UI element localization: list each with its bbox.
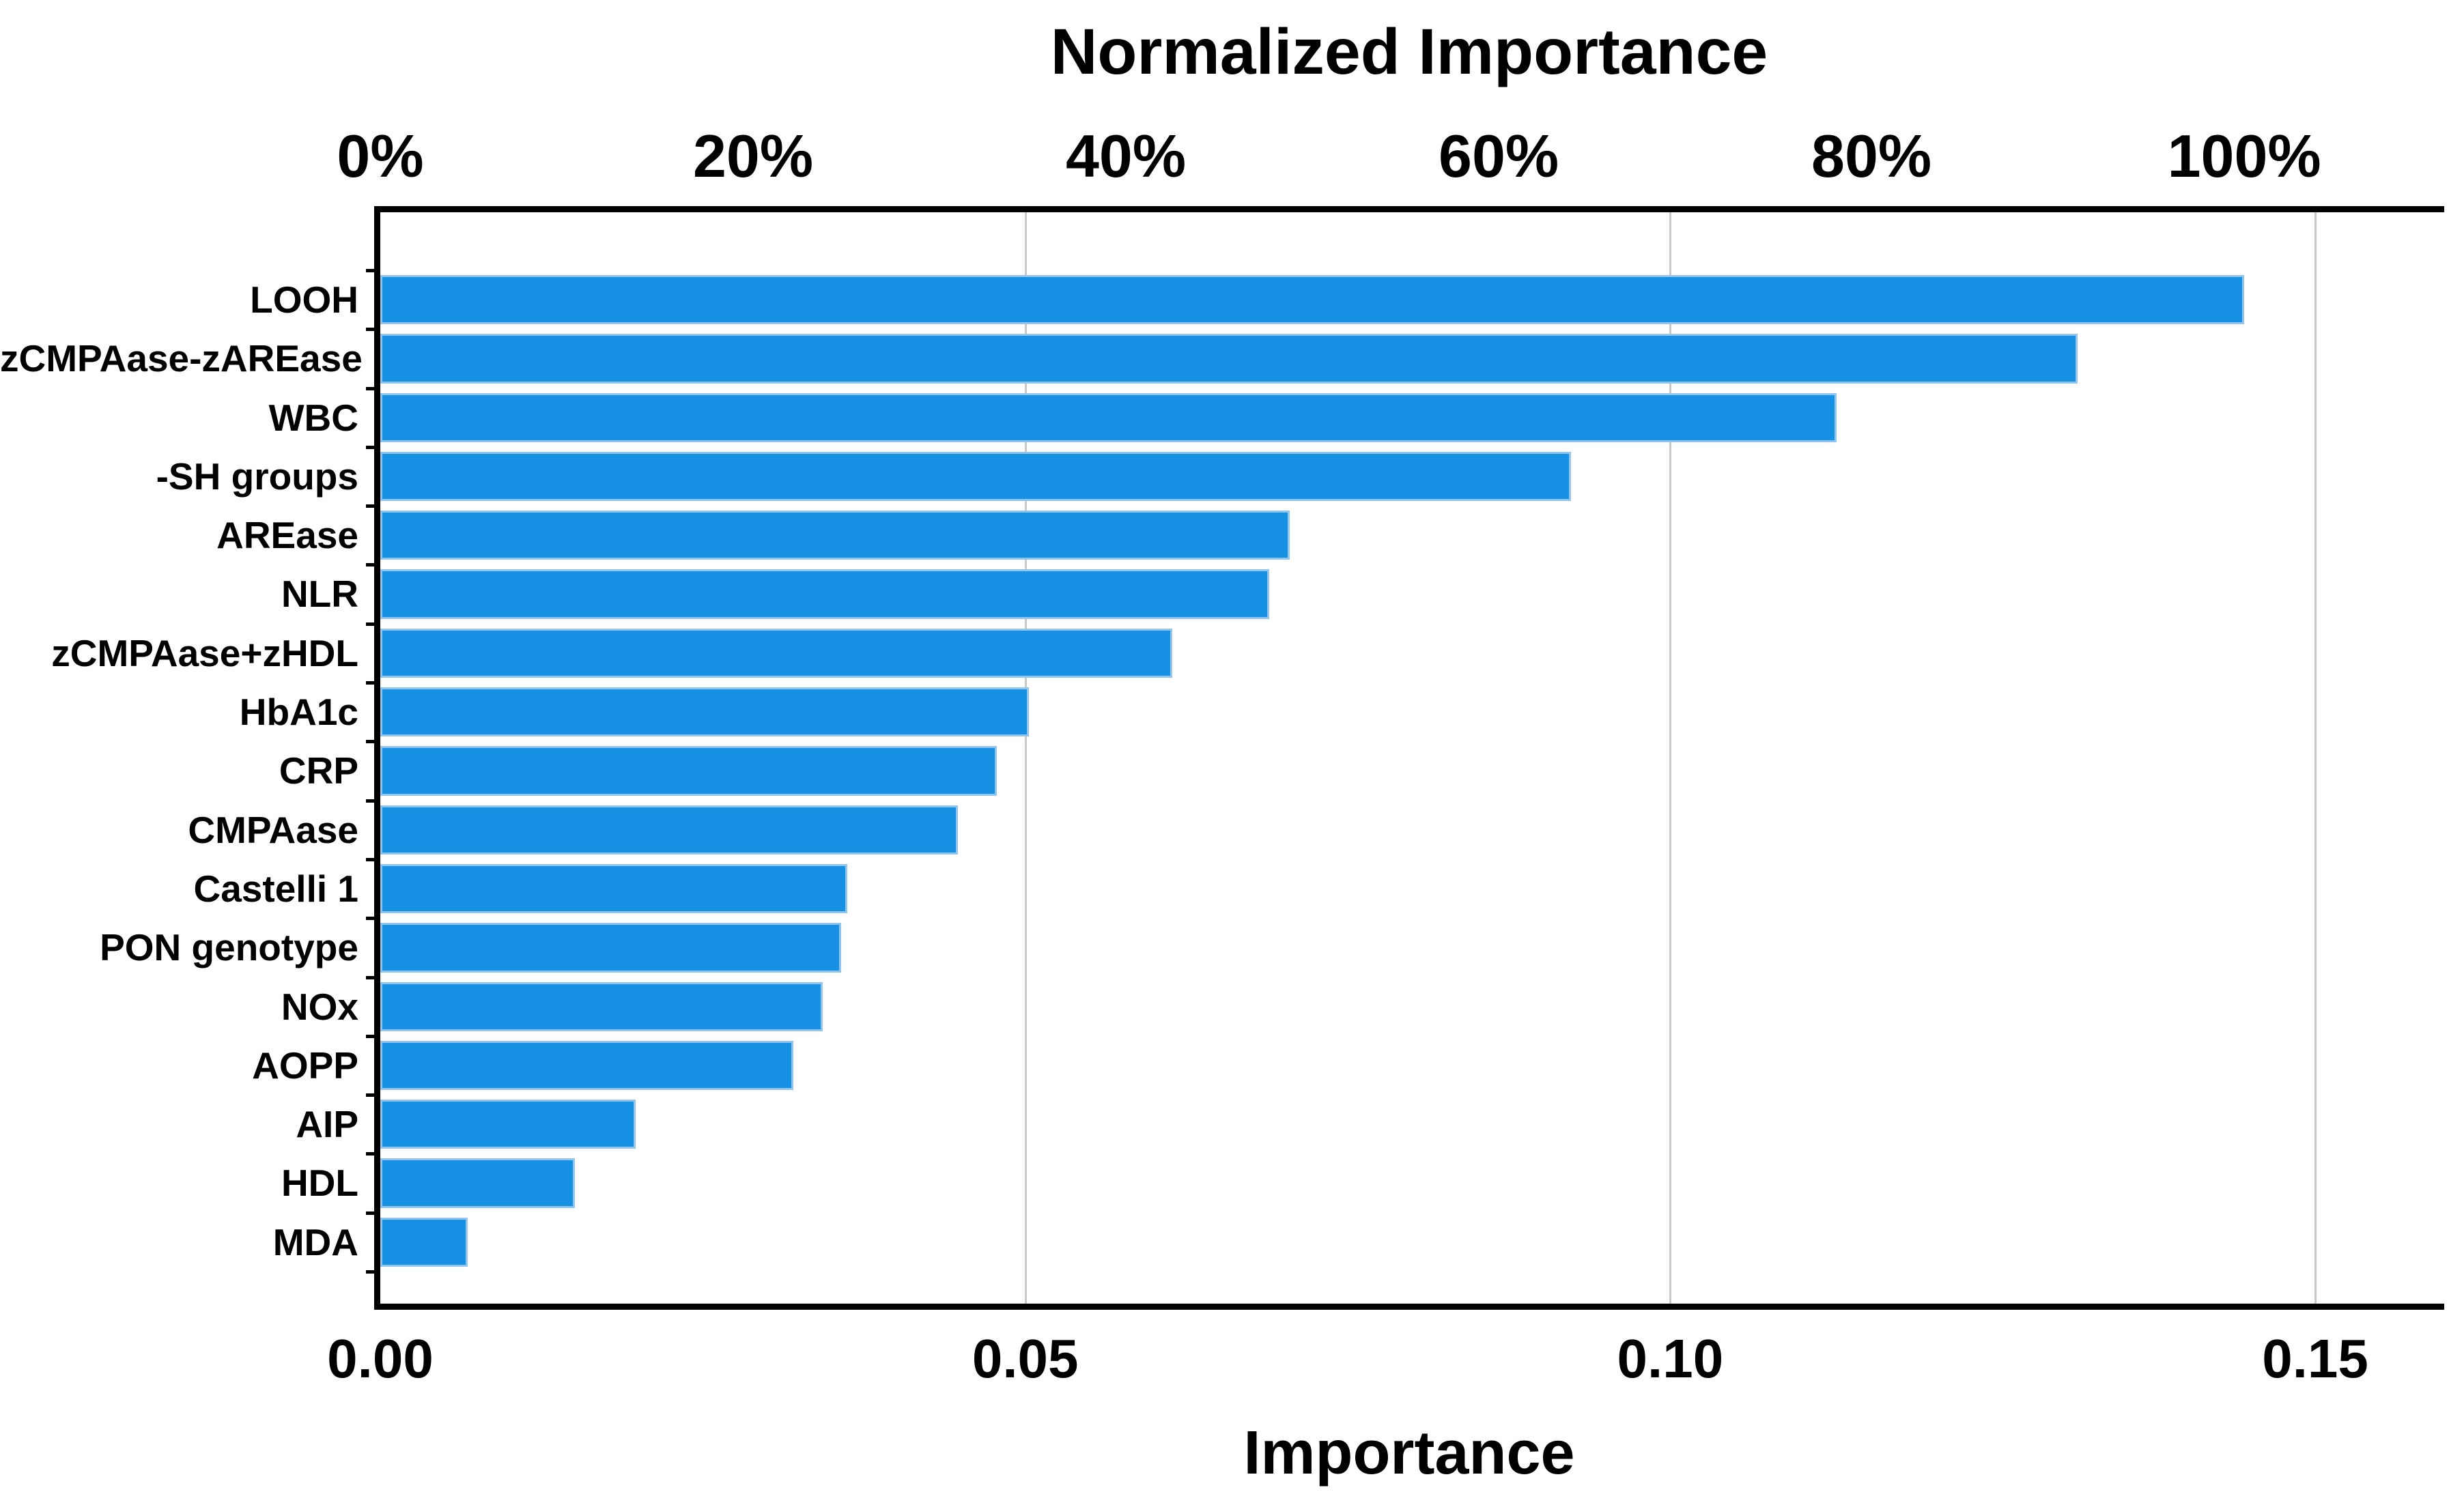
bar-castelli-1: [380, 863, 847, 914]
gridline-0.15: [2314, 212, 2317, 1304]
category-label: LOOH: [250, 278, 358, 321]
category-label: HDL: [281, 1162, 358, 1205]
category-label: CMPAase: [188, 808, 358, 851]
category-axis-tick: [366, 563, 374, 567]
category-axis-tick: [366, 975, 374, 979]
category-axis-tick: [366, 917, 374, 921]
bar-zcmpaase-zhdl: [380, 628, 1173, 678]
bar-aip: [380, 1100, 636, 1149]
category-label: zCMPAase-zAREase: [0, 337, 363, 380]
gridline-0.05: [1024, 212, 1027, 1304]
category-label: CRP: [279, 749, 358, 792]
bottom-importance-axis: 0.00 0.05 0.10 0.15: [327, 1328, 2444, 1392]
category-label: PON genotype: [100, 926, 358, 969]
category-label: Castelli 1: [193, 867, 358, 910]
category-label: AREase: [216, 514, 358, 557]
category-axis-tick: [366, 799, 374, 803]
category-axis-tick: [366, 445, 374, 449]
bar-wbc: [380, 392, 1837, 442]
category-axis-tick: [366, 681, 374, 685]
x-axis-label: Importance: [1243, 1419, 1575, 1487]
top-axis-tick-label: 80%: [1811, 122, 1932, 190]
category-label: AIP: [296, 1103, 358, 1146]
gridline-0.10: [1669, 212, 1672, 1304]
category-axis-tick: [366, 1270, 374, 1274]
category-label: AOPP: [252, 1044, 358, 1087]
category-axis-tick: [366, 1211, 374, 1215]
category-label: zCMPAase+zHDL: [51, 631, 358, 674]
category-axis-tick: [366, 1034, 374, 1038]
top-axis-tick-label: 40%: [1065, 122, 1187, 190]
category-axis-tick: [366, 740, 374, 744]
category-axis-tick: [366, 622, 374, 626]
bottom-axis-tick-label: 0.00: [327, 1328, 434, 1389]
top-axis-tick-label: 0%: [337, 122, 424, 190]
bottom-axis-tick-label: 0.05: [972, 1328, 1079, 1389]
top-percent-axis: 0% 20% 40% 60% 80% 100%: [337, 121, 2444, 190]
bottom-axis-tick-label: 0.15: [2262, 1328, 2368, 1389]
bar--sh-groups: [380, 451, 1571, 502]
category-label: NLR: [281, 573, 358, 616]
bar-aopp: [380, 1040, 793, 1091]
category-axis-tick: [366, 386, 374, 390]
category-label: MDA: [272, 1220, 358, 1263]
category-label: -SH groups: [156, 455, 358, 498]
top-axis-tick-label: 20%: [692, 122, 814, 190]
category-label: NOx: [281, 985, 358, 1028]
category-label: HbA1c: [239, 691, 358, 734]
bar-mda: [380, 1217, 468, 1267]
top-axis-tick-label: 100%: [2167, 122, 2321, 190]
bar-zcmpaase-zarease: [380, 334, 2078, 384]
bar-nlr: [380, 569, 1269, 619]
bar-nox: [380, 981, 823, 1031]
category-axis-labels: LOOH zCMPAase-zAREase WBC -SH groups AREase N…: [0, 206, 363, 1297]
bar-crp: [380, 746, 997, 796]
category-axis-tick: [366, 1093, 374, 1098]
category-label: WBC: [268, 396, 358, 439]
bar-hdl: [380, 1158, 576, 1208]
top-axis-tick-label: 60%: [1439, 122, 1559, 190]
category-axis-tick: [366, 1152, 374, 1156]
bottom-axis-tick-label: 0.10: [1617, 1328, 1724, 1389]
bar-cmpaase: [380, 805, 959, 855]
bar-arease: [380, 511, 1290, 560]
bar-looh: [380, 275, 2245, 325]
category-axis-tick: [366, 269, 374, 272]
category-axis-tick: [366, 504, 374, 508]
chart-title: Normalized Importance: [1050, 16, 1768, 88]
bar-pon-genotype: [380, 923, 841, 973]
plot-area: [366, 206, 2444, 1310]
category-axis-tick: [366, 328, 374, 332]
bar-hba1c: [380, 687, 1030, 737]
category-axis-tick: [366, 857, 374, 861]
